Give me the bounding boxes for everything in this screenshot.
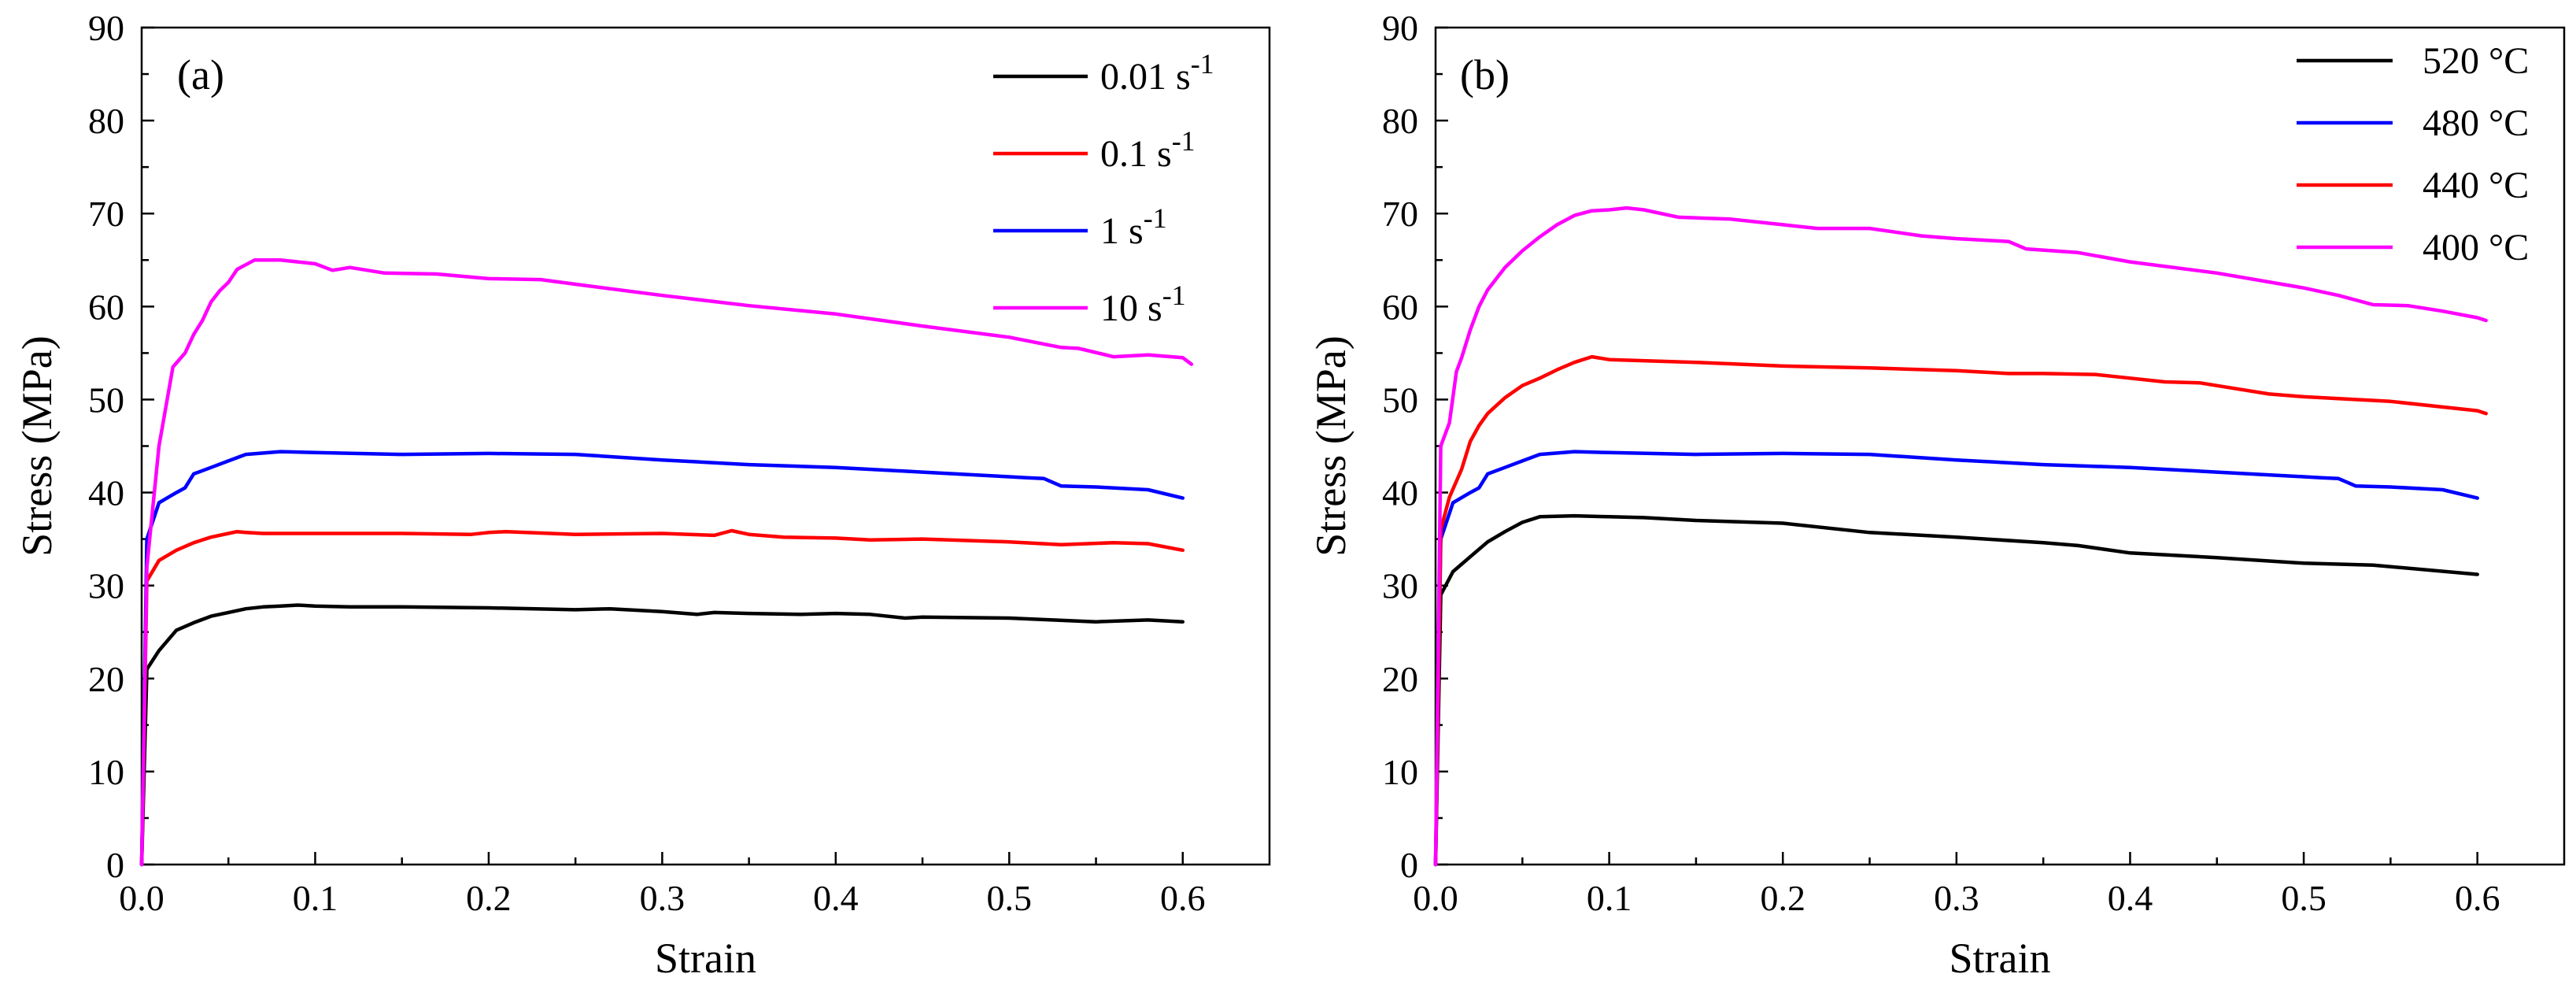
x-tick-label: 0.6 bbox=[2455, 878, 2500, 918]
series-line-4 bbox=[1433, 206, 2488, 867]
y-tick-label: 90 bbox=[1382, 8, 1418, 48]
x-tick-label: 0.6 bbox=[1160, 878, 1206, 918]
legend: 0.01 s-1 0.1 s-1 1 s-1 10 s-1 bbox=[993, 48, 1214, 329]
y-tick-label: 70 bbox=[1382, 194, 1418, 234]
x-tick-label: 0.1 bbox=[1587, 878, 1632, 918]
series-line-2 bbox=[139, 528, 1185, 867]
y-axis-title: Stress (MPa) bbox=[13, 335, 61, 557]
y-tick-label: 0 bbox=[1400, 845, 1418, 885]
x-tick-label: 0.5 bbox=[2281, 878, 2327, 918]
x-tick-label: 0.1 bbox=[293, 878, 338, 918]
series-line-1 bbox=[139, 603, 1185, 867]
legend-label: 1 s-1 bbox=[1100, 202, 1167, 252]
plot-frame bbox=[1434, 26, 2566, 866]
legend-label: 0.1 s-1 bbox=[1100, 125, 1196, 175]
y-tick-label: 30 bbox=[88, 566, 124, 606]
x-tick-label: 0.2 bbox=[1760, 878, 1805, 918]
y-tick-label: 10 bbox=[88, 752, 124, 792]
x-tick-label: 0.0 bbox=[119, 878, 164, 918]
y-tick-label: 70 bbox=[88, 194, 124, 234]
x-tick-label: 0.0 bbox=[1413, 878, 1458, 918]
y-tick-label: 40 bbox=[1382, 473, 1418, 513]
x-tick-label: 0.5 bbox=[987, 878, 1033, 918]
y-tick-label: 60 bbox=[88, 287, 124, 327]
y-tick-label: 50 bbox=[1382, 380, 1418, 420]
x-axis-title: Strain bbox=[655, 935, 756, 982]
legend-label: 10 s-1 bbox=[1100, 280, 1186, 329]
y-tick-label: 20 bbox=[1382, 659, 1418, 699]
legend-label: 400 °C bbox=[2423, 227, 2529, 268]
x-axis-title: Strain bbox=[1950, 935, 2051, 982]
series-line-3 bbox=[139, 450, 1185, 867]
y-tick-label: 90 bbox=[88, 8, 124, 48]
y-tick-label: 40 bbox=[88, 473, 124, 513]
y-tick-label: 80 bbox=[88, 101, 124, 141]
x-tick-label: 0.2 bbox=[466, 878, 512, 918]
legend-label: 480 °C bbox=[2423, 102, 2529, 144]
series-line-3 bbox=[1433, 354, 2488, 867]
chart-panel-2: 0 10 20 30 40 50 60 70 80 90 0.0 0.1 0.2 0.3 0.4 0.5 0.6… bbox=[1307, 8, 2566, 982]
legend-label: 520 °C bbox=[2423, 40, 2529, 82]
series-line-1 bbox=[1433, 513, 2479, 867]
legend-label: 0.01 s-1 bbox=[1100, 48, 1214, 98]
series-line-2 bbox=[1433, 450, 2479, 867]
series-line-4 bbox=[139, 258, 1194, 867]
y-tick-label: 50 bbox=[88, 380, 124, 420]
x-tick-label: 0.4 bbox=[2108, 878, 2153, 918]
chart-panel-1: 0 10 20 30 40 50 60 70 80 90 0.0 0.1 0.2 0.3 0.4 0.5 0.6… bbox=[13, 8, 1271, 982]
y-tick-label: 60 bbox=[1382, 287, 1418, 327]
y-tick-label: 10 bbox=[1382, 752, 1418, 792]
panel-label: (a) bbox=[177, 51, 224, 98]
y-tick-label: 30 bbox=[1382, 566, 1418, 606]
x-tick-label: 0.3 bbox=[1934, 878, 1979, 918]
panel-label: (b) bbox=[1460, 51, 1510, 98]
legend: 520 °C 480 °C 440 °C 400 °C bbox=[2297, 40, 2529, 268]
x-tick-label: 0.4 bbox=[813, 878, 859, 918]
y-tick-label: 20 bbox=[88, 659, 124, 699]
y-tick-label: 80 bbox=[1382, 101, 1418, 141]
y-tick-label: 0 bbox=[106, 845, 124, 885]
legend-label: 440 °C bbox=[2423, 165, 2529, 206]
y-axis-title: Stress (MPa) bbox=[1307, 335, 1355, 557]
x-tick-label: 0.3 bbox=[640, 878, 686, 918]
